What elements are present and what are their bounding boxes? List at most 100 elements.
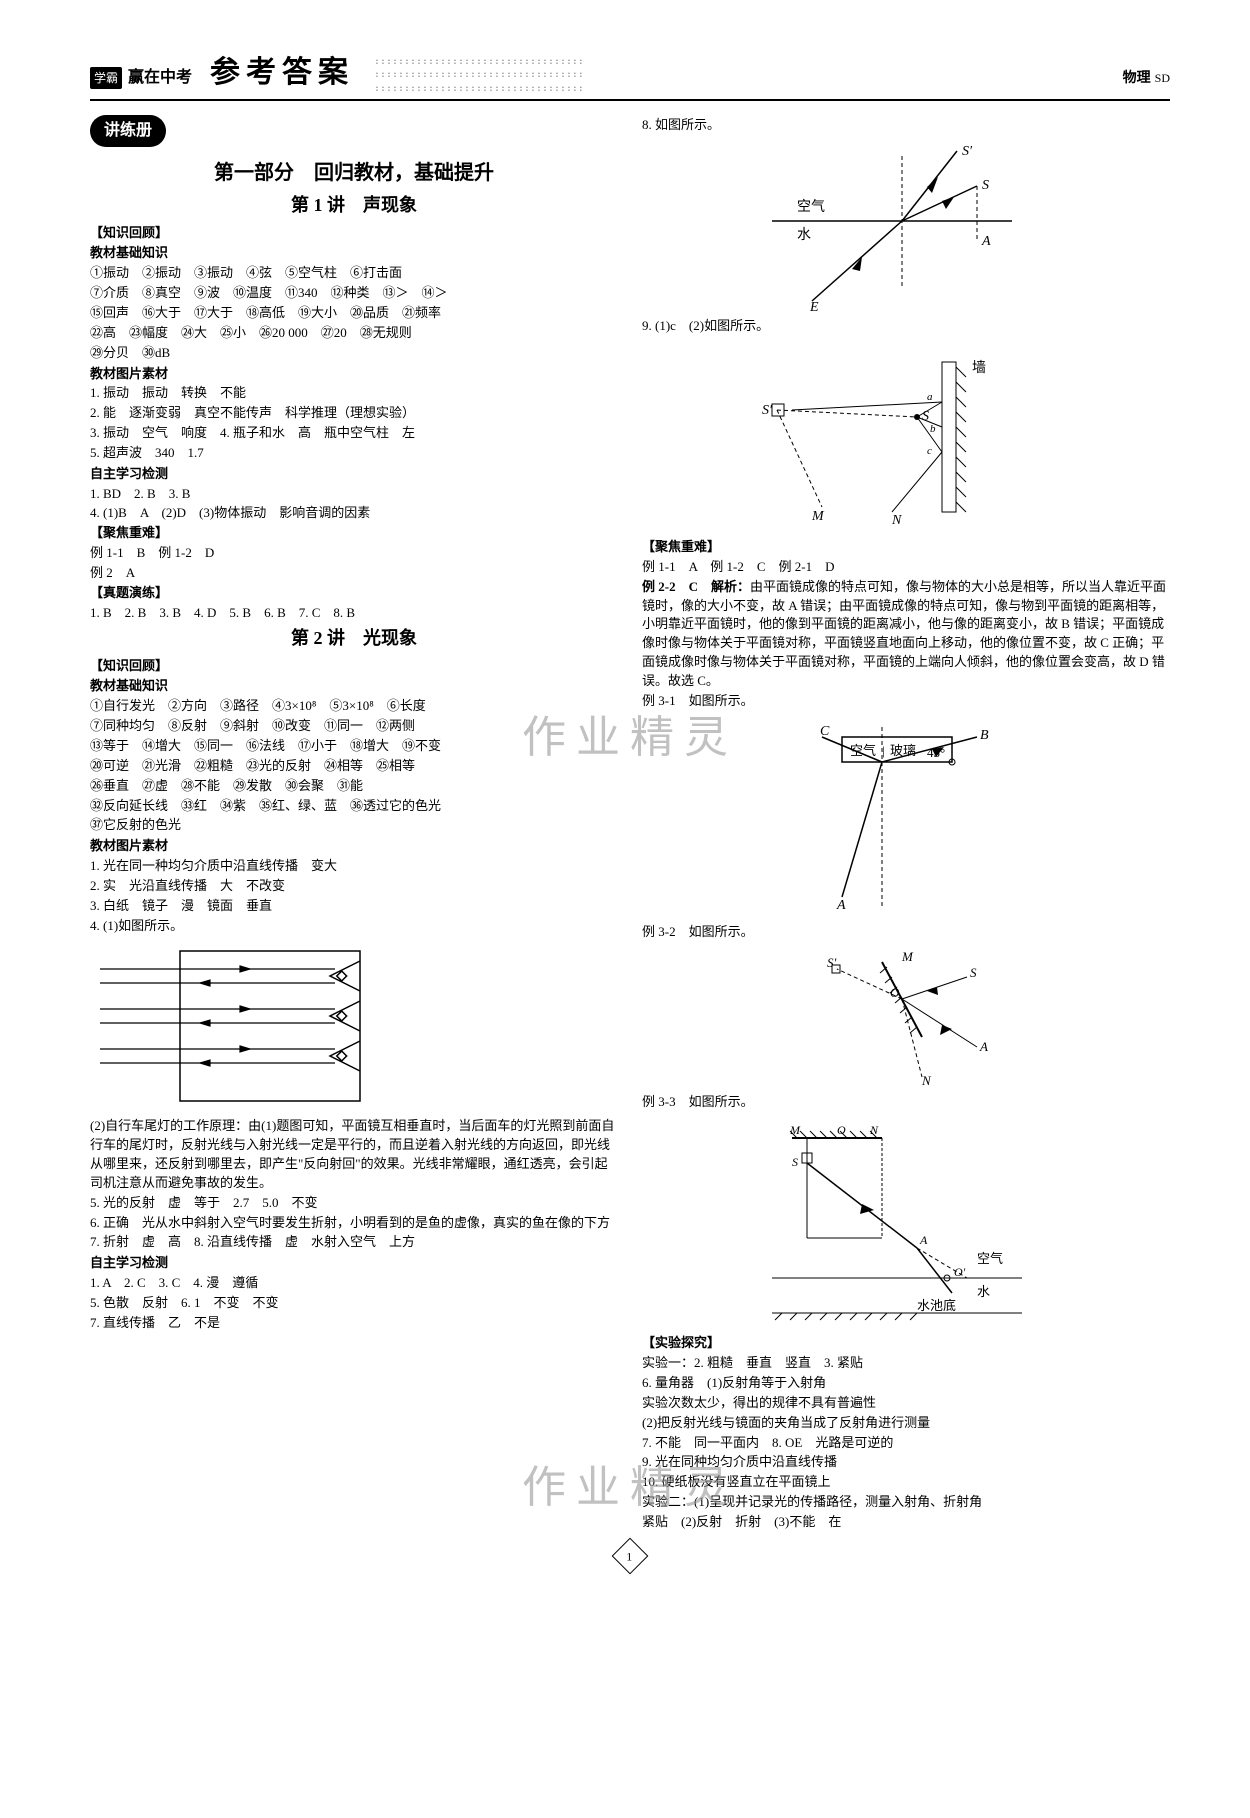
svg-text:M: M <box>901 949 914 964</box>
svg-text:N: N <box>891 513 902 528</box>
tp-line-3: 3. 振动 空气 响度 4. 瓶子和水 高 瓶中空气柱 左 <box>90 424 618 443</box>
svg-text:墙: 墙 <box>972 360 986 376</box>
svg-text:C: C <box>820 724 830 739</box>
l2-line-1: ①自行发光 ②方向 ③路径 ④3×10⁸ ⑤3×10⁸ ⑥长度 <box>90 697 618 716</box>
part-title: 第一部分 回归教材，基础提升 <box>90 159 618 188</box>
exp-8: 实验二：(1)呈现并记录光的传播路径，测量入射角、折射角 <box>642 1493 1170 1512</box>
l2-line-4: ⑳可逆 ㉑光滑 ㉒粗糙 ㉓光的反射 ㉔相等 ㉕相等 <box>90 757 618 776</box>
tp2-line-4: 4. (1)如图所示。 <box>90 917 618 936</box>
svg-text:N: N <box>869 1123 879 1137</box>
svg-text:N: N <box>921 1073 932 1087</box>
svg-text:S: S <box>982 178 989 193</box>
real-heading: 【真题演练】 <box>90 584 618 603</box>
exp-2: 6. 量角器 (1)反射角等于入射角 <box>642 1374 1170 1393</box>
self-check-2: 4. (1)B A (2)D (3)物体振动 影响音调的因素 <box>90 504 618 523</box>
z2-line-1: 1. A 2. C 3. C 4. 漫 遵循 <box>90 1274 618 1293</box>
dot-decoration: ::::::::::::::::::::::::::::::::::::::::… <box>376 55 586 96</box>
svg-text:b: b <box>930 423 936 435</box>
knowledge-heading: 【知识回顾】 <box>90 224 618 243</box>
svg-text:M: M <box>789 1123 801 1137</box>
right-column: 8. 如图所示。 空气 水 S S′ A E 9. (1)c (2)如图所示。 <box>642 115 1170 1532</box>
exp-5: 7. 不能 同一平面内 8. OE 光路是可逆的 <box>642 1434 1170 1453</box>
exp-1: 实验一：2. 粗糙 垂直 竖直 3. 紧贴 <box>642 1354 1170 1373</box>
page-title: 参考答案 :::::::::::::::::::::::::::::::::::… <box>210 50 1103 95</box>
z2-line-2: 5. 色散 反射 6. 1 不变 不变 <box>90 1294 618 1313</box>
page-header: 学霸 赢在中考 参考答案 :::::::::::::::::::::::::::… <box>90 50 1170 101</box>
focus-ex-33: 例 3-3 如图所示。 <box>642 1093 1170 1112</box>
para-reflector: (2)自行车尾灯的工作原理：由(1)题图可知，平面镜互相垂直时，当后面车的灯光照… <box>90 1117 618 1192</box>
tp2-line-5: 5. 光的反射 虚 等于 2.7 5.0 不变 <box>90 1194 618 1213</box>
svg-text:O′: O′ <box>954 1265 966 1279</box>
bike-reflector-diagram <box>90 941 618 1111</box>
svg-text:S′: S′ <box>762 403 773 418</box>
experiment-heading: 【实验探究】 <box>642 1334 1170 1353</box>
svg-text:M: M <box>811 509 825 524</box>
diagram-9: 墙 S S′ a b c M N <box>742 342 1170 532</box>
focus-ex-2: 例 2-2 C 解析：由平面镜成像的特点可知，像与物体的大小总是相等，所以当人靠… <box>642 578 1170 691</box>
basic-line-4: ㉒高 ㉓幅度 ㉔大 ㉕小 ㉖20 000 ㉗20 ㉘无规则 <box>90 324 618 343</box>
svg-text:a: a <box>927 391 933 403</box>
svg-text:O: O <box>890 985 900 1000</box>
diagram-3-1: 空气 | 玻璃 45° C B A <box>782 717 1170 917</box>
tp-line-1: 1. 振动 振动 转换 不能 <box>90 384 618 403</box>
page-number-wrap: 1 <box>90 1543 1170 1569</box>
subject-label: 物理 <box>1123 68 1151 89</box>
basic-heading: 教材基础知识 <box>90 244 618 263</box>
tp-line-4: 5. 超声波 340 1.7 <box>90 444 618 463</box>
self-check-heading-2: 自主学习检测 <box>90 1254 618 1273</box>
diagram-8: 空气 水 S S′ A E <box>762 141 1170 311</box>
region-code: SD <box>1155 69 1170 87</box>
exp-7: 10. 硬纸板没有竖直立在平面镜上 <box>642 1473 1170 1492</box>
exp-3: 实验次数太少，得出的规律不具有普遍性 <box>642 1394 1170 1413</box>
real-1: 1. B 2. B 3. B 4. D 5. B 6. B 7. C 8. B <box>90 604 618 623</box>
tp2-line-7: 7. 折射 虚 高 8. 沿直线传播 虚 水射入空气 上方 <box>90 1233 618 1252</box>
svg-text:O: O <box>837 1123 846 1137</box>
tp2-line-2: 2. 实 光沿直线传播 大 不改变 <box>90 877 618 896</box>
svg-text:水池底: 水池底 <box>917 1298 956 1313</box>
lesson-2-title: 第 2 讲 光现象 <box>90 625 618 651</box>
svg-text:E: E <box>809 300 819 311</box>
svg-text:水: 水 <box>977 1284 990 1299</box>
exp-9: 紧贴 (2)反射 折射 (3)不能 在 <box>642 1513 1170 1532</box>
l2-line-7: ㊲它反射的色光 <box>90 816 618 835</box>
svg-text:c: c <box>927 445 932 457</box>
diagram-3-3: M O N 空气 水 水池底 S <box>742 1118 1170 1328</box>
svg-text:S′: S′ <box>962 144 973 159</box>
svg-text:A: A <box>919 1233 928 1247</box>
tp2-line-1: 1. 光在同一种均匀介质中沿直线传播 变大 <box>90 857 618 876</box>
basic-line-2: ⑦介质 ⑧真空 ⑨波 ⑩温度 ⑪340 ⑫种类 ⑬＞ ⑭＞ <box>90 284 618 303</box>
exp-4: (2)把反射光线与镜面的夹角当成了反射角进行测量 <box>642 1414 1170 1433</box>
l2-line-2: ⑦同种均匀 ⑧反射 ⑨斜射 ⑩改变 ⑪同一 ⑫两侧 <box>90 717 618 736</box>
page-number: 1 <box>612 1537 649 1574</box>
svg-text:S: S <box>970 965 977 980</box>
basic-line-5: ㉙分贝 ㉚dB <box>90 344 618 363</box>
tp2-line-3: 3. 白纸 镜子 漫 镜面 垂直 <box>90 897 618 916</box>
svg-text:A: A <box>981 234 991 249</box>
tp2-line-6: 6. 正确 光从水中斜射入空气时要发生折射，小明看到的是鱼的虚像，真实的鱼在像的… <box>90 1214 618 1233</box>
exp-6: 9. 光在同种均匀介质中沿直线传播 <box>642 1453 1170 1472</box>
svg-text:空气: 空气 <box>977 1251 1003 1266</box>
self-check-1: 1. BD 2. B 3. B <box>90 485 618 504</box>
svg-text:A: A <box>979 1039 988 1054</box>
r9-label: 9. (1)c (2)如图所示。 <box>642 317 1170 336</box>
basic-line-1: ①振动 ②振动 ③振动 ④弦 ⑤空气柱 ⑥打击面 <box>90 264 618 283</box>
focus-heading: 【聚焦重难】 <box>90 524 618 543</box>
l2-line-3: ⑬等于 ⑭增大 ⑮同一 ⑯法线 ⑰小于 ⑱增大 ⑲不变 <box>90 737 618 756</box>
tupian-heading-2: 教材图片素材 <box>90 837 618 856</box>
left-column: 讲练册 第一部分 回归教材，基础提升 第 1 讲 声现象 【知识回顾】 教材基础… <box>90 115 618 1532</box>
diagram-3-2: M S S′ A O N <box>792 947 1170 1087</box>
tp-line-2: 2. 能 逐渐变弱 真空不能传声 科学推理（理想实验） <box>90 404 618 423</box>
knowledge-heading-2: 【知识回顾】 <box>90 657 618 676</box>
series-logo: 学霸 <box>90 67 122 89</box>
focus-1: 例 1-1 B 例 1-2 D <box>90 544 618 563</box>
focus-heading-right: 【聚焦重难】 <box>642 538 1170 557</box>
self-check-heading: 自主学习检测 <box>90 465 618 484</box>
focus-ex-31: 例 3-1 如图所示。 <box>642 692 1170 711</box>
basic-line-3: ⑮回声 ⑯大于 ⑰大于 ⑱高低 ⑲大小 ⑳品质 ㉑频率 <box>90 304 618 323</box>
svg-text:B: B <box>980 728 989 743</box>
z2-line-3: 7. 直线传播 乙 不是 <box>90 1314 618 1333</box>
r8-label: 8. 如图所示。 <box>642 116 1170 135</box>
l2-line-6: ㉜反向延长线 ㉝红 ㉞紫 ㉟红、绿、蓝 ㊱透过它的色光 <box>90 797 618 816</box>
lesson-1-title: 第 1 讲 声现象 <box>90 192 618 218</box>
svg-text:水: 水 <box>797 227 811 243</box>
